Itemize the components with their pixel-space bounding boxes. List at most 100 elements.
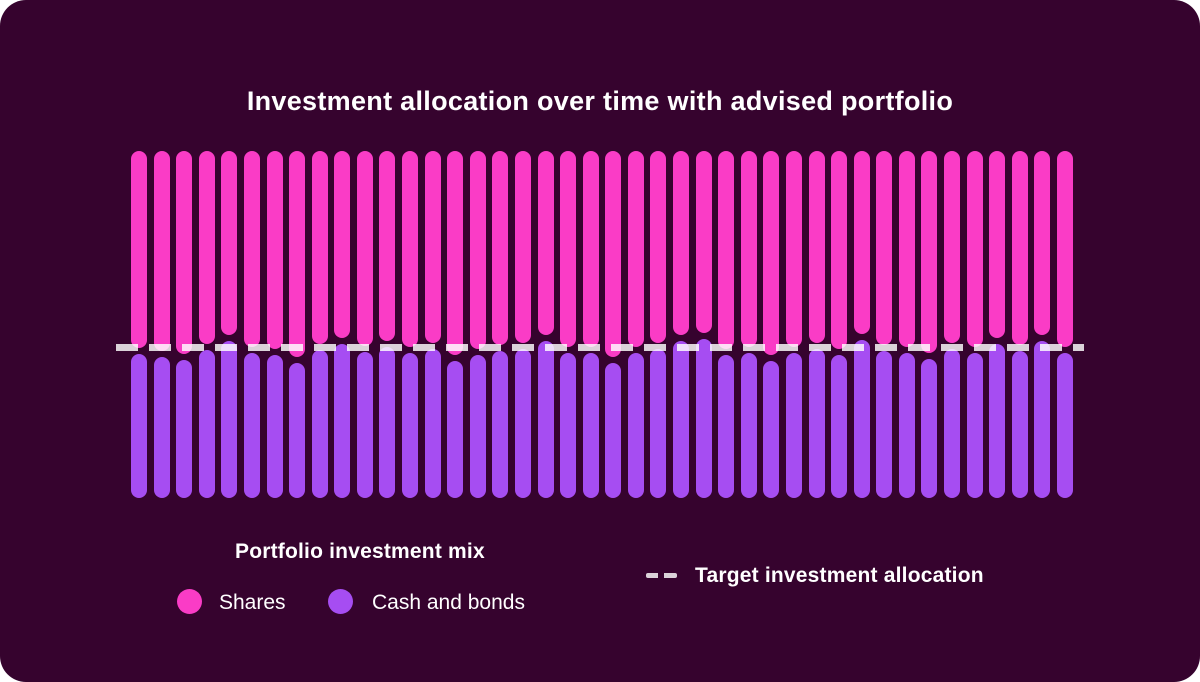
cash-and-bonds-segment: [492, 351, 509, 498]
cash-and-bonds-segment: [447, 361, 464, 498]
bar-column: [153, 151, 170, 498]
cash-and-bonds-segment: [785, 352, 802, 498]
cash-and-bonds-segment: [198, 350, 215, 498]
shares-segment: [447, 151, 464, 356]
bar-column: [334, 151, 351, 498]
bar-column: [966, 151, 983, 498]
bar-column: [898, 151, 915, 498]
chart-title: Investment allocation over time with adv…: [246, 86, 954, 116]
cash-and-bonds-segment: [289, 362, 306, 498]
bar-column: [131, 151, 147, 498]
shares-segment: [718, 151, 735, 349]
shares-segment: [356, 151, 373, 347]
bar-column: [469, 151, 486, 498]
shares-segment: [989, 151, 1006, 339]
bar-column: [379, 151, 396, 498]
shares-segment: [221, 151, 238, 336]
shares-segment: [469, 151, 486, 349]
shares-segment: [492, 151, 509, 346]
bar-column: [221, 151, 238, 498]
bar-column: [198, 151, 215, 498]
cash-and-bonds-segment: [831, 354, 848, 498]
cash-and-bonds-segment: [966, 352, 983, 498]
shares-segment: [198, 151, 215, 345]
bar-column: [808, 151, 825, 498]
cash-and-bonds-segment: [424, 349, 441, 498]
shares-segment: [853, 151, 870, 334]
cash-and-bonds-segment: [356, 352, 373, 498]
shares-segment: [650, 151, 667, 343]
cash-and-bonds-dot-icon: [328, 589, 353, 614]
bar-column: [1057, 151, 1073, 498]
cash-and-bonds-segment: [1034, 341, 1051, 498]
target-allocation-dashed-line: [116, 344, 1084, 351]
bar-column: [650, 151, 667, 498]
cash-and-bonds-segment: [627, 352, 644, 498]
cash-and-bonds-segment: [605, 362, 622, 498]
bar-column: [243, 151, 260, 498]
bar-column: [289, 151, 306, 498]
cash-and-bonds-segment: [153, 356, 170, 498]
cash-and-bonds-segment: [176, 360, 193, 498]
cash-and-bonds-segment: [650, 349, 667, 498]
bar-column: [514, 151, 531, 498]
bar-column: [176, 151, 193, 498]
bar-column: [695, 151, 712, 498]
bar-column: [921, 151, 938, 498]
shares-segment: [379, 151, 396, 341]
cash-and-bonds-segment: [695, 338, 712, 498]
shares-segment: [311, 151, 328, 345]
cash-and-bonds-segment: [944, 349, 961, 498]
cash-and-bonds-segment: [514, 349, 531, 498]
bar-column: [876, 151, 893, 498]
shares-segment: [1011, 151, 1028, 346]
bar-column: [582, 151, 599, 498]
cash-and-bonds-segment: [673, 341, 690, 498]
cash-and-bonds-segment: [921, 359, 938, 498]
cash-and-bonds-segment: [763, 361, 780, 498]
bar-column: [989, 151, 1006, 498]
bar-column: [1011, 151, 1028, 498]
cash-and-bonds-segment: [718, 354, 735, 498]
bar-column: [605, 151, 622, 498]
bar-column: [560, 151, 577, 498]
shares-segment: [763, 151, 780, 356]
cash-and-bonds-segment: [537, 341, 554, 498]
shares-segment: [537, 151, 554, 336]
shares-segment: [176, 151, 193, 355]
bar-column: [492, 151, 509, 498]
shares-segment: [153, 151, 170, 351]
cash-and-bonds-segment: [334, 344, 351, 498]
shares-segment: [131, 151, 147, 348]
shares-segment: [944, 151, 961, 343]
shares-segment: [514, 151, 531, 343]
bar-column: [673, 151, 690, 498]
bar-column: [402, 151, 419, 498]
bar-column: [537, 151, 554, 498]
cash-and-bonds-segment: [740, 352, 757, 498]
cash-and-bonds-segment: [808, 349, 825, 498]
bar-column: [266, 151, 283, 498]
bar-column: [740, 151, 757, 498]
cash-and-bonds-segment: [989, 344, 1006, 498]
legend-title: Portfolio investment mix: [235, 540, 485, 563]
cash-and-bonds-segment: [221, 341, 238, 498]
shares-segment: [966, 151, 983, 347]
shares-segment: [243, 151, 260, 347]
bar-column: [1034, 151, 1051, 498]
bar-column: [831, 151, 848, 498]
shares-segment: [876, 151, 893, 346]
cash-and-bonds-segment: [266, 354, 283, 498]
legend-label-cash-and-bonds: Cash and bonds: [372, 591, 525, 614]
bar-column: [944, 151, 961, 498]
cash-and-bonds-segment: [853, 339, 870, 498]
bar-column: [447, 151, 464, 498]
shares-segment: [424, 151, 441, 343]
shares-segment: [560, 151, 577, 347]
cash-and-bonds-segment: [582, 352, 599, 498]
legend-label-target: Target investment allocation: [695, 564, 984, 587]
shares-segment: [627, 151, 644, 347]
shares-segment: [605, 151, 622, 357]
cash-and-bonds-segment: [243, 352, 260, 498]
